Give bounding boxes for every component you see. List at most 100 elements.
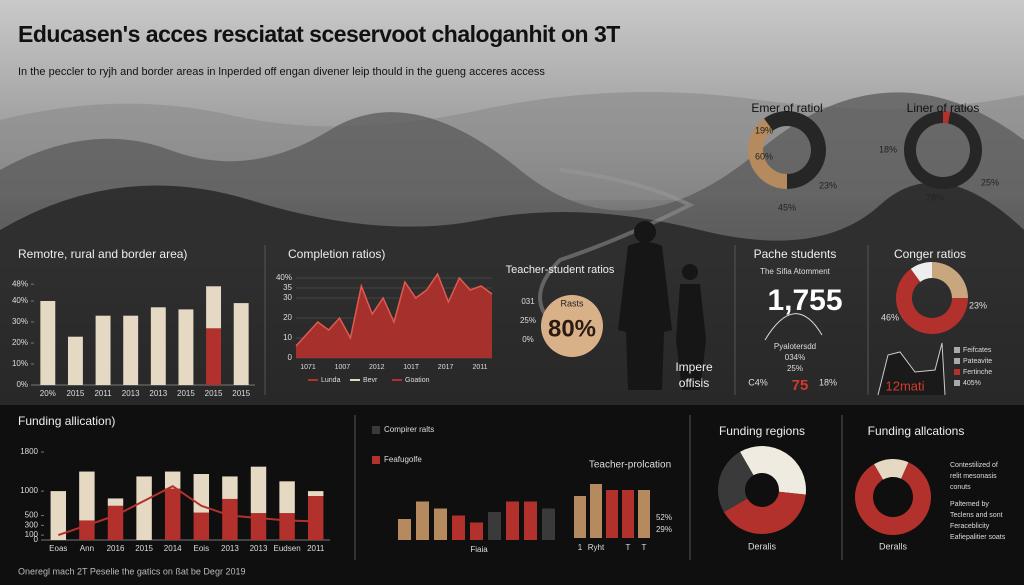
bar <box>488 512 501 540</box>
panel-title: Pache students <box>754 247 837 261</box>
bar <box>107 505 124 540</box>
chart-title: Liner of ratios <box>907 101 980 115</box>
x-tick-label: Eudsen <box>274 544 301 553</box>
donut-slice <box>904 111 983 189</box>
annotation: 19% <box>755 125 773 135</box>
dividers <box>264 245 869 560</box>
note: Pyalotersdd <box>774 342 816 351</box>
legend-swatch <box>954 380 960 386</box>
legend-label: Pateavite <box>963 358 992 365</box>
x-tick-label: 1 <box>578 543 583 552</box>
note-left: C4% <box>748 377 768 387</box>
annotation: 23% <box>819 180 837 190</box>
legend-label: Goation <box>405 377 430 384</box>
y-tick-label: 30 <box>283 293 292 302</box>
note: 25% <box>787 364 803 373</box>
side-note: relit mesonasis <box>950 473 997 480</box>
x-tick-label: Ryht <box>588 543 605 552</box>
chart-title: Teacher-prolcation <box>589 460 671 471</box>
bar <box>307 491 324 496</box>
x-tick-label: 1007 <box>335 364 351 371</box>
y-tick-label: 1800 <box>20 447 38 456</box>
annotation: 78% <box>926 192 944 202</box>
bar <box>250 466 267 514</box>
arc-decor <box>764 313 823 341</box>
y-tick-label: 300 <box>25 520 39 529</box>
side-note: Eafiepalitier soats <box>950 534 1006 541</box>
donut-slice <box>932 262 968 298</box>
bar <box>416 501 429 540</box>
donut-slice <box>943 111 951 124</box>
bar <box>79 520 95 540</box>
bar <box>206 328 222 385</box>
x-tick-label: 2015 <box>232 389 250 398</box>
x-tick-label: 2013 <box>122 389 140 398</box>
bar <box>67 336 83 385</box>
donut-slice <box>747 118 787 189</box>
annotation: Deralis <box>748 541 777 551</box>
y-tick-label: 10 <box>283 333 292 342</box>
annotation: 23% <box>969 300 987 310</box>
footer: Oneregl mach 2T Peselie the gatics on ßa… <box>18 566 245 576</box>
annotation: 25% <box>981 177 999 187</box>
side-label: 031 <box>521 297 535 306</box>
bar <box>222 476 238 499</box>
annotation: 52% <box>656 513 672 522</box>
bar <box>50 491 67 540</box>
bar <box>590 484 602 538</box>
y-tick-label: 100 <box>25 530 39 539</box>
chart-title: Conger ratios <box>894 247 966 261</box>
x-tick-label: 101T <box>403 364 420 371</box>
donut-slice <box>874 459 909 480</box>
bar <box>250 513 267 540</box>
bar <box>434 508 447 540</box>
bar <box>622 490 634 538</box>
annotation: 46% <box>881 312 899 322</box>
bar <box>193 512 210 540</box>
bar <box>123 315 139 385</box>
bar <box>452 515 465 540</box>
bar <box>222 498 238 540</box>
x-tick-label: 2011 <box>94 389 112 398</box>
annotation: 29% <box>656 525 672 534</box>
y-tick-label: 35 <box>283 283 292 292</box>
area <box>296 274 492 358</box>
chart-title: Emer of ratiol <box>751 101 822 115</box>
chart-title: Completion ratios) <box>288 247 385 261</box>
bar <box>107 498 124 506</box>
chart-title: Remotre, rural and border area) <box>18 247 187 261</box>
x-tick-label: Eois <box>194 544 210 553</box>
x-tick-label: 2015 <box>177 389 195 398</box>
line <box>57 485 316 537</box>
y-tick-label: 40% <box>12 296 28 305</box>
bar <box>164 471 181 489</box>
bar <box>524 501 537 540</box>
x-tick-label: 2011 <box>307 544 325 553</box>
legend-label: Feifcates <box>963 347 992 354</box>
bar <box>136 476 152 540</box>
x-tick-label: 2013 <box>221 544 239 553</box>
x-tick-label: 2015 <box>135 544 153 553</box>
legend-label: Lunda <box>321 377 341 384</box>
x-tick-label: 2014 <box>164 544 182 553</box>
side-note: Feraceblicity <box>950 523 990 530</box>
y-tick-label: 40% <box>276 273 292 282</box>
mini-line-decor <box>877 342 946 396</box>
legend-label: Feafugolfe <box>384 455 422 464</box>
note-right: 18% <box>819 377 837 387</box>
side-note: conuts <box>950 484 971 491</box>
side-label: 25% <box>520 316 536 325</box>
y-tick-label: 0 <box>288 353 293 362</box>
caption: Impere <box>675 360 713 374</box>
y-tick-label: 20% <box>12 338 28 347</box>
chart-title: Funding regions <box>719 424 805 438</box>
badge-circle <box>541 295 603 357</box>
annotation: Deralls <box>879 541 908 551</box>
donut-slice <box>718 451 754 512</box>
bar <box>279 481 295 514</box>
x-tick-label: T <box>626 543 631 552</box>
panel-title: Teacher-student ratios <box>506 264 615 276</box>
bar <box>40 301 56 385</box>
y-tick-label: 10% <box>12 359 28 368</box>
